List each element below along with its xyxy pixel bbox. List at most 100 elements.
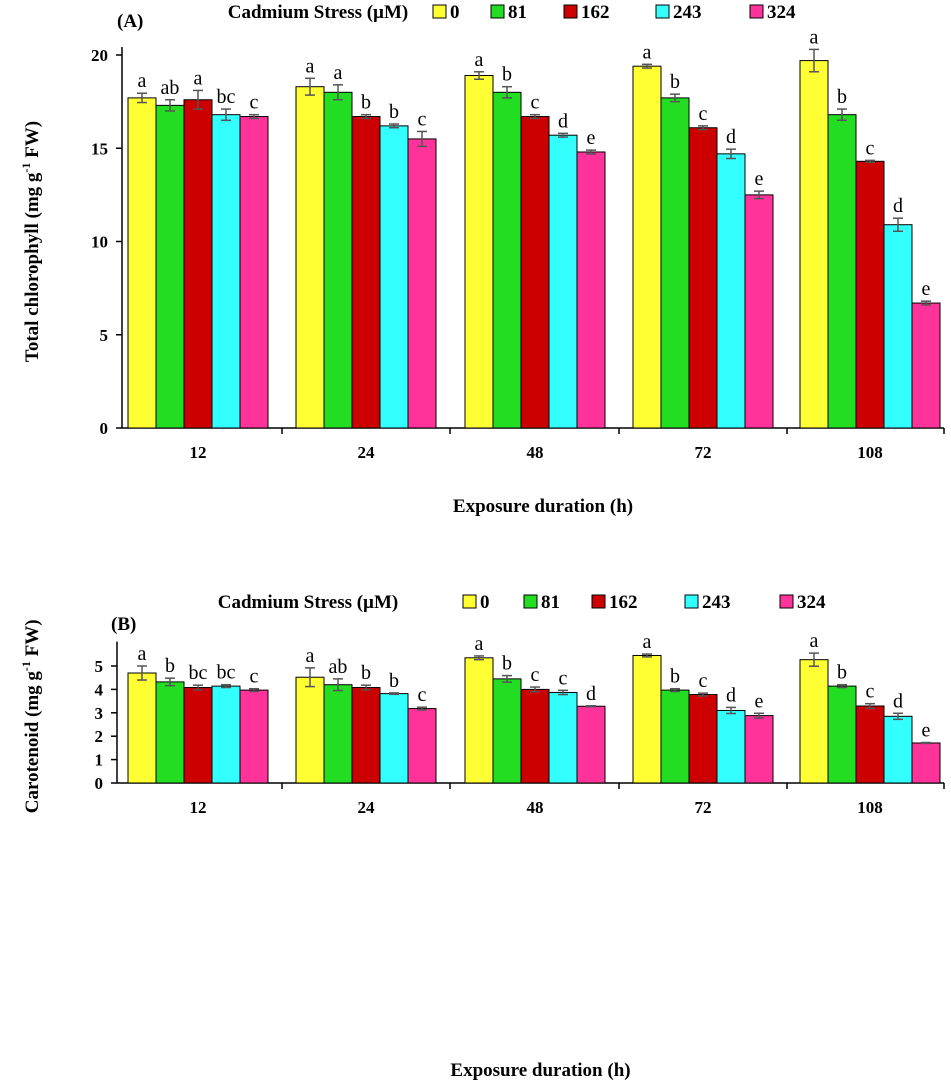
significance-letter: c (250, 666, 259, 688)
bar (211, 685, 241, 784)
legend-label-324: 324 (797, 592, 826, 613)
bar (855, 705, 885, 784)
significance-letter: bc (217, 662, 236, 684)
y-tick-label: 5 (100, 326, 109, 345)
bar (548, 134, 578, 429)
significance-letter: b (837, 662, 847, 684)
significance-letter: b (389, 670, 399, 692)
legend-label-81: 81 (541, 592, 560, 613)
x-axis: 12 24 48 72 108 (117, 782, 945, 817)
bar (716, 153, 746, 429)
significance-letter: d (893, 195, 903, 217)
legend-label-243: 243 (673, 2, 702, 23)
y-axis-title-main: Carotenoid (mg g (22, 671, 43, 814)
significance-letter: e (587, 127, 596, 149)
chart-panel-b: (B)Cadmium Stress (µM) 0 81 162 243 324012345… (19, 592, 945, 1081)
y-tick-label: 3 (95, 704, 104, 723)
significance-letter: d (558, 110, 568, 132)
y-axis-title-main: Total chlorophyll (mg g (22, 172, 43, 362)
bar (183, 687, 213, 784)
x-axis-title: Exposure duration (h) (450, 1060, 630, 1081)
x-tick-label: 72 (695, 443, 712, 462)
x-tick-label: 108 (857, 443, 883, 462)
bar (323, 91, 353, 429)
panel-label: (B) (111, 614, 136, 635)
legend-label-0: 0 (480, 592, 490, 613)
bar (883, 224, 913, 429)
significance-letter: a (194, 67, 203, 89)
significance-letter: a (138, 70, 147, 92)
bar (632, 654, 662, 784)
x-tick-label: 48 (527, 443, 544, 462)
y-tick-label: 0 (100, 419, 109, 438)
bar (464, 657, 494, 784)
significance-letter: b (502, 64, 512, 86)
significance-letter: e (922, 278, 931, 300)
significance-letter: d (726, 684, 736, 706)
significance-letter: c (418, 108, 427, 130)
bar (155, 681, 185, 784)
significance-letter: c (559, 667, 568, 689)
chart-panel-a: (A) Cadmium Stress (µM) 0 81 162 243 324 0 5 10 15… (19, 2, 945, 517)
legend-label-162: 162 (581, 2, 610, 23)
x-axis: 12 24 48 72 108 (122, 427, 945, 462)
significance-letter: a (475, 49, 484, 71)
legend-swatch-243 (655, 4, 670, 19)
x-tick-label: 72 (695, 798, 712, 817)
significance-letter: a (643, 631, 652, 653)
significance-letter: ab (329, 656, 348, 678)
bar (827, 114, 857, 429)
legend-label-324: 324 (767, 2, 796, 23)
significance-letter: d (586, 683, 596, 705)
significance-letter: a (643, 41, 652, 63)
y-axis-title: Carotenoid (mg g-1 FW) (19, 619, 43, 813)
x-tick-label: 24 (358, 443, 376, 462)
bar (351, 116, 381, 429)
bar (799, 659, 829, 784)
significance-letter: c (531, 664, 540, 686)
legend-swatch-81 (523, 594, 538, 609)
x-axis-title: Exposure duration (h) (453, 496, 633, 517)
bar (295, 676, 325, 784)
y-tick-label: 10 (91, 233, 108, 252)
significance-letter: a (306, 645, 315, 667)
legend-label-162: 162 (609, 592, 638, 613)
bar (127, 97, 157, 429)
y-axis-title: Total chlorophyll (mg g-1 FW) (19, 121, 43, 362)
x-tick-label: 48 (527, 798, 544, 817)
y-tick-label: 2 (95, 727, 104, 746)
significance-letter: c (250, 92, 259, 114)
y-axis-title-end: FW) (22, 619, 43, 661)
x-tick-label: 12 (190, 798, 207, 817)
y-axis: 0 1 2 3 4 5 (95, 641, 118, 793)
bar (632, 65, 662, 429)
significance-letter: a (810, 630, 819, 652)
bar (323, 684, 353, 784)
y-tick-label: 1 (95, 751, 104, 770)
y-tick-label: 20 (91, 46, 108, 65)
legend-swatch-162 (591, 594, 606, 609)
bar (183, 99, 213, 429)
bar (660, 97, 690, 429)
bar (379, 693, 409, 784)
bar (127, 672, 157, 784)
bar (799, 60, 829, 429)
significance-letter: a (810, 26, 819, 48)
bar (855, 160, 885, 429)
legend-swatch-0 (462, 594, 477, 609)
bar (744, 715, 774, 784)
significance-letter: e (755, 168, 764, 190)
x-tick-label: 24 (358, 798, 376, 817)
x-tick-label: 12 (190, 443, 207, 462)
bar (520, 116, 550, 429)
y-axis-title-sup: -1 (19, 661, 33, 671)
legend-title: Cadmium Stress (µM) (228, 2, 409, 23)
legend-label-81: 81 (508, 2, 527, 23)
legend-swatch-324 (779, 594, 794, 609)
legend: Cadmium Stress (µM) 0 81 162 243 324 (228, 2, 796, 23)
legend-swatch-243 (684, 594, 699, 609)
bar (911, 302, 941, 429)
bar (576, 151, 606, 429)
